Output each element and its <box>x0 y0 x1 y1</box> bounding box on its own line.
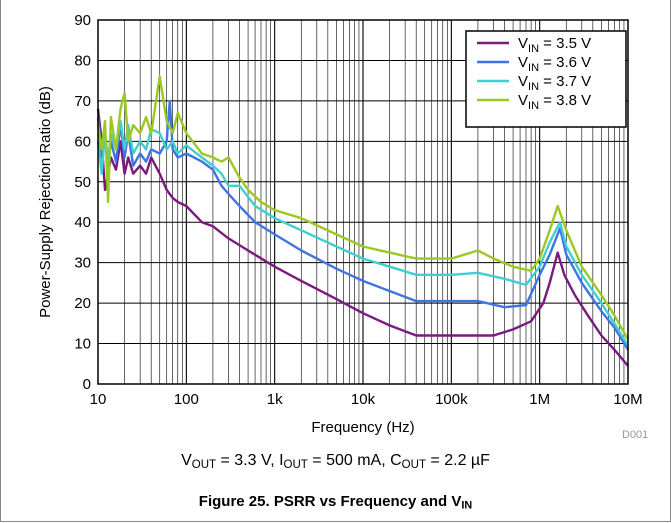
y-axis-label: Power-Supply Rejection Ratio (dB) <box>37 86 54 318</box>
x-tick-label: 100 <box>174 391 199 408</box>
legend-label-4: VIN = 3.8 V <box>518 92 591 112</box>
y-tick-label: 80 <box>74 52 91 69</box>
x-tick-label: 10M <box>613 391 642 408</box>
iout-symbol: I <box>279 452 284 469</box>
x-tick-labels: 10 100 1k 10k 100k 1M 10M <box>90 391 643 408</box>
series-line-1 <box>96 108 629 367</box>
figure-caption: Figure 25. PSRR vs Frequency and VIN <box>0 493 671 512</box>
x-tick-label: 1M <box>529 391 550 408</box>
iout-value: = 500 mA, <box>307 452 391 469</box>
y-tick-label: 0 <box>83 376 91 393</box>
cout-subscript: OUT <box>401 458 426 471</box>
legend-box <box>465 30 627 128</box>
vout-symbol: V <box>181 452 192 469</box>
legend-label-2: VIN = 3.6 V <box>518 54 591 74</box>
y-tick-label: 30 <box>74 255 91 272</box>
series-lines <box>96 75 630 367</box>
x-axis-label: Frequency (Hz) <box>311 419 414 436</box>
legend-label-1: VIN = 3.5 V <box>518 35 591 55</box>
y-tick-label: 40 <box>74 214 91 231</box>
y-tick-label: 70 <box>74 93 91 110</box>
x-tick-label: 10k <box>351 391 376 408</box>
caption-text: Figure 25. PSRR vs Frequency and V <box>198 493 462 510</box>
y-tick-label: 10 <box>74 336 91 353</box>
x-tick-label: 1k <box>267 391 283 408</box>
legend-label-3: VIN = 3.7 V <box>518 73 591 93</box>
y-tick-label: 50 <box>74 174 91 191</box>
y-tick-label: 60 <box>74 133 91 150</box>
series-line-4 <box>96 75 630 341</box>
x-tick-label: 10 <box>90 391 107 408</box>
test-conditions: VOUT = 3.3 V, IOUT = 500 mA, COUT = 2.2 … <box>0 452 671 471</box>
caption-subscript: IN <box>461 499 473 512</box>
vout-value: = 3.3 V, <box>216 452 280 469</box>
series-line-3 <box>96 119 630 347</box>
series-line-2 <box>96 99 630 351</box>
y-tick-label: 90 <box>74 12 91 29</box>
y-tick-label: 20 <box>74 295 91 312</box>
chart-id: D001 <box>622 429 649 441</box>
x-tick-label: 100k <box>435 391 468 408</box>
vout-subscript: OUT <box>191 458 217 471</box>
grid-lines <box>98 20 628 384</box>
cout-symbol: C <box>390 452 402 469</box>
cout-value: = 2.2 µF <box>425 452 490 469</box>
y-tick-labels: 0 10 20 30 40 50 60 70 80 90 <box>74 12 91 393</box>
iout-subscript: OUT <box>283 458 308 471</box>
plot-frame <box>97 19 629 385</box>
